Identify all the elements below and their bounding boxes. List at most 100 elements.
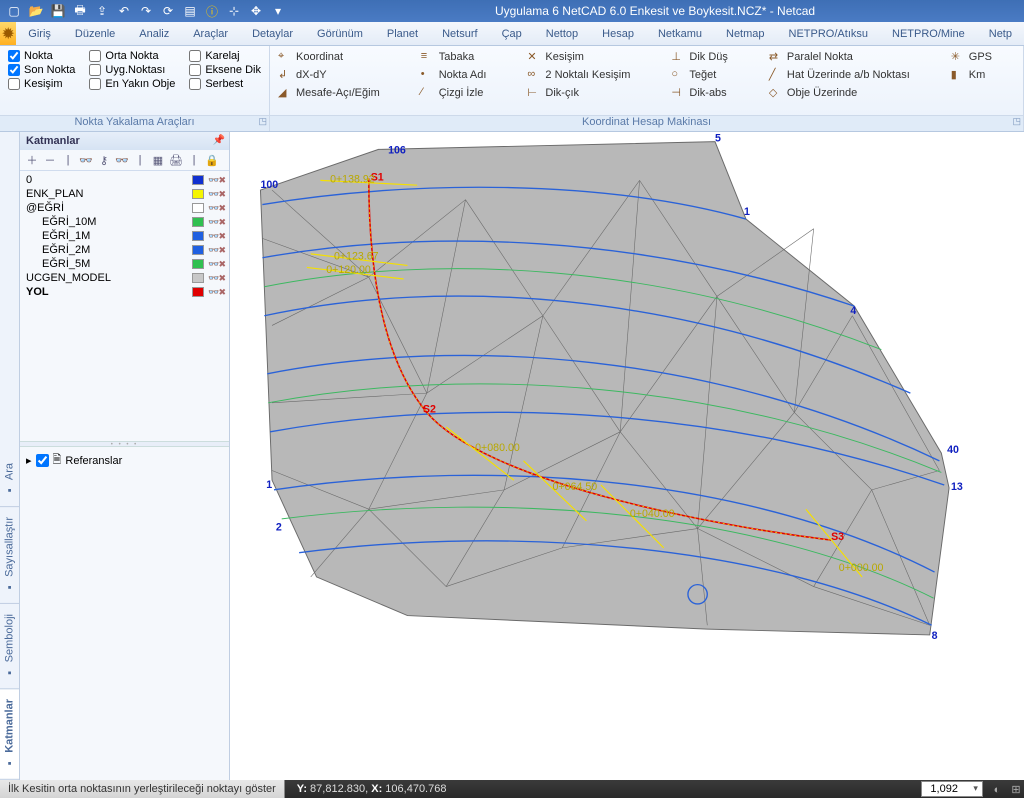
layer-color-swatch[interactable]: [192, 231, 204, 241]
menu-planet[interactable]: Planet: [375, 22, 430, 45]
menu-netpro/mine[interactable]: NETPRO/Mine: [880, 22, 977, 45]
tool-mesafe-a-e-im[interactable]: ◢Mesafe-Açı/Eğim: [278, 86, 403, 100]
layer-color-swatch[interactable]: [192, 217, 204, 227]
references-row[interactable]: ▸ 🗎 Referanslar: [20, 447, 229, 474]
qat-refresh-icon[interactable]: ⟳: [160, 3, 176, 19]
snap-orta-nokta[interactable]: Orta Nokta: [89, 50, 175, 62]
menu-nettop[interactable]: Nettop: [534, 22, 590, 45]
qat-info-icon[interactable]: ⓘ: [204, 3, 220, 19]
tool-dik-abs[interactable]: ⊣Dik-abs: [671, 86, 751, 100]
expand-icon[interactable]: ▸: [26, 454, 32, 467]
layers-tool-icon[interactable]: －: [42, 152, 58, 168]
tool-dik-d-[interactable]: ⊥Dik Düş: [671, 50, 751, 64]
tool-km[interactable]: ▮Km: [951, 68, 1015, 82]
menu-netkamu[interactable]: Netkamu: [646, 22, 714, 45]
layers-tool-icon[interactable]: 👓: [78, 152, 94, 168]
tool-paralel-nokta[interactable]: ⇄Paralel Nokta: [769, 50, 933, 64]
tool-kesi-im[interactable]: ✕Kesişim: [527, 50, 653, 64]
layer-status-icons[interactable]: 👓✖: [208, 175, 225, 186]
qat-undo-icon[interactable]: ↶: [116, 3, 132, 19]
layer-status-icons[interactable]: 👓✖: [208, 245, 225, 256]
snap-checkbox[interactable]: [189, 50, 201, 62]
layer-row[interactable]: EĞRİ_5M👓✖: [24, 257, 225, 271]
layer-color-swatch[interactable]: [192, 189, 204, 199]
snap-nokta[interactable]: Nokta: [8, 50, 75, 62]
tool-te-et[interactable]: ○Teğet: [671, 68, 751, 82]
snap-checkbox[interactable]: [8, 50, 20, 62]
qat-new-icon[interactable]: ▢: [6, 3, 22, 19]
snap-en-yakın-obje[interactable]: En Yakın Obje: [89, 78, 175, 90]
menu-araçlar[interactable]: Araçlar: [181, 22, 240, 45]
layer-status-icons[interactable]: 👓✖: [208, 189, 225, 200]
status-icon[interactable]: ◐: [989, 784, 1005, 796]
menu-netpro/atıksu[interactable]: NETPRO/Atıksu: [777, 22, 880, 45]
menu-görünüm[interactable]: Görünüm: [305, 22, 375, 45]
menu-detaylar[interactable]: Detaylar: [240, 22, 305, 45]
layer-row[interactable]: ENK_PLAN👓✖: [24, 187, 225, 201]
dialog-launcher-icon[interactable]: ◳: [1012, 116, 1021, 127]
pin-icon[interactable]: 📌: [213, 135, 225, 146]
tool--izgi-i-zle[interactable]: ⁄Çizgi İzle: [421, 86, 510, 100]
snap-serbest[interactable]: Serbest: [189, 78, 261, 90]
layers-tool-icon[interactable]: ⚷: [96, 152, 112, 168]
qat-view-icon[interactable]: ▾: [270, 3, 286, 19]
layer-row[interactable]: EĞRİ_2M👓✖: [24, 243, 225, 257]
snap-kesişim[interactable]: Kesişim: [8, 78, 75, 90]
layer-row[interactable]: EĞRİ_1M👓✖: [24, 229, 225, 243]
menu-netsurf[interactable]: Netsurf: [430, 22, 489, 45]
references-checkbox[interactable]: [36, 454, 49, 467]
sidetab-katmanlar[interactable]: ▪Katmanlar: [0, 689, 19, 780]
layer-color-swatch[interactable]: [192, 175, 204, 185]
snap-checkbox[interactable]: [89, 64, 101, 76]
menu-düzenle[interactable]: Düzenle: [63, 22, 127, 45]
snap-checkbox[interactable]: [8, 78, 20, 90]
qat-open-icon[interactable]: 📂: [28, 3, 44, 19]
snap-eksene-dik[interactable]: Eksene Dik: [189, 64, 261, 76]
layer-color-swatch[interactable]: [192, 259, 204, 269]
tool-tabaka[interactable]: ≡Tabaka: [421, 50, 510, 64]
layer-row[interactable]: EĞRİ_10M👓✖: [24, 215, 225, 229]
layer-status-icons[interactable]: 👓✖: [208, 203, 225, 214]
sidetab-sayısallaştır[interactable]: ▪Sayısallaştır: [0, 507, 19, 604]
layers-tool-icon[interactable]: ＋: [24, 152, 40, 168]
layer-row[interactable]: UCGEN_MODEL👓✖: [24, 271, 225, 285]
tool-koordinat[interactable]: ⌖Koordinat: [278, 50, 403, 64]
qat-redo-icon[interactable]: ↷: [138, 3, 154, 19]
layer-color-swatch[interactable]: [192, 245, 204, 255]
snap-checkbox[interactable]: [189, 64, 201, 76]
sidetab-ara[interactable]: ▪Ara: [0, 453, 19, 507]
layer-row[interactable]: 0👓✖: [24, 173, 225, 187]
layer-row[interactable]: @EĞRİ👓✖: [24, 201, 225, 215]
layer-status-icons[interactable]: 👓✖: [208, 217, 225, 228]
qat-save-icon[interactable]: 💾: [50, 3, 66, 19]
tool-gps[interactable]: ✳GPS: [951, 50, 1015, 64]
menu-giriş[interactable]: Giriş: [16, 22, 63, 45]
snap-son-nokta[interactable]: Son Nokta: [8, 64, 75, 76]
layer-status-icons[interactable]: 👓✖: [208, 259, 225, 270]
menu-netp[interactable]: Netp: [977, 22, 1024, 45]
tool-obje-zerinde[interactable]: ◇Obje Üzerinde: [769, 86, 933, 100]
layer-color-swatch[interactable]: [192, 203, 204, 213]
menu-çap[interactable]: Çap: [490, 22, 534, 45]
tool-dik-k[interactable]: ⊢Dik-çık: [527, 86, 653, 100]
layers-tool-icon[interactable]: ▦: [150, 152, 166, 168]
layer-status-icons[interactable]: 👓✖: [208, 273, 225, 284]
layers-tool-icon[interactable]: 🔒: [204, 152, 220, 168]
qat-print-icon[interactable]: 🖶: [72, 3, 88, 19]
snap-uyg.noktası[interactable]: Uyg.Noktası: [89, 64, 175, 76]
drawing-canvas[interactable]: 1065100141401328S1S2S30+138.920+123.670+…: [230, 132, 1024, 780]
layer-status-icons[interactable]: 👓✖: [208, 231, 225, 242]
layer-color-swatch[interactable]: [192, 287, 204, 297]
qat-pan-icon[interactable]: ✥: [248, 3, 264, 19]
snap-checkbox[interactable]: [189, 78, 201, 90]
sidetab-semboloji[interactable]: ▪Semboloji: [0, 604, 19, 689]
layer-status-icons[interactable]: 👓✖: [208, 287, 225, 298]
status-icon[interactable]: ⊞: [1008, 783, 1024, 796]
snap-checkbox[interactable]: [89, 78, 101, 90]
qat-measure-icon[interactable]: ⊹: [226, 3, 242, 19]
snap-checkbox[interactable]: [8, 64, 20, 76]
dialog-launcher-icon[interactable]: ◳: [258, 116, 267, 127]
menu-hesap[interactable]: Hesap: [590, 22, 646, 45]
tool-2-noktal-kesi-im[interactable]: ∞2 Noktalı Kesişim: [527, 68, 653, 82]
layers-tool-icon[interactable]: 👓: [114, 152, 130, 168]
